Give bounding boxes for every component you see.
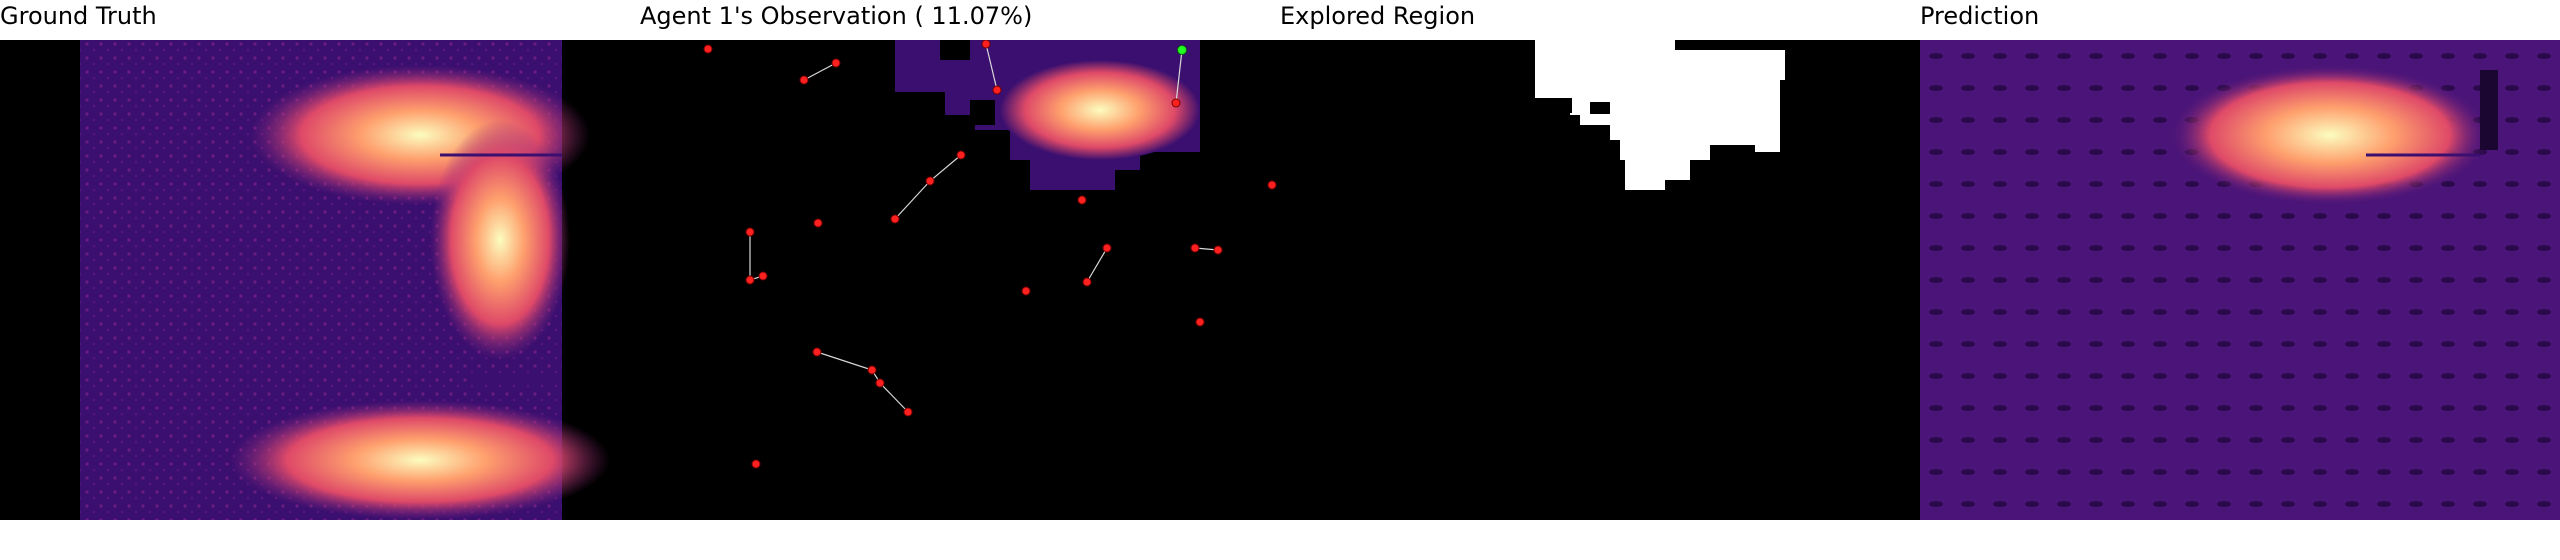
ground-truth-panel: [0, 40, 640, 520]
observation-map: [640, 40, 1280, 520]
prediction-heatmap: [1920, 40, 2560, 520]
prediction-title: Prediction: [1920, 2, 2040, 30]
agent-start-marker: [1177, 45, 1187, 55]
explored-region-mask: [1280, 40, 1920, 520]
explored-region-panel: [1280, 40, 1920, 520]
prediction-panel: [1920, 40, 2560, 520]
agent-markers: [703, 40, 1277, 469]
explored-region-title: Explored Region: [1280, 2, 1476, 30]
ground-truth-heatmap: [0, 40, 640, 520]
ground-truth-title: Ground Truth: [0, 2, 157, 30]
observed-region: [895, 40, 1200, 190]
observation-title: Agent 1's Observation ( 11.07%): [640, 2, 1033, 30]
observation-panel: [640, 40, 1280, 520]
